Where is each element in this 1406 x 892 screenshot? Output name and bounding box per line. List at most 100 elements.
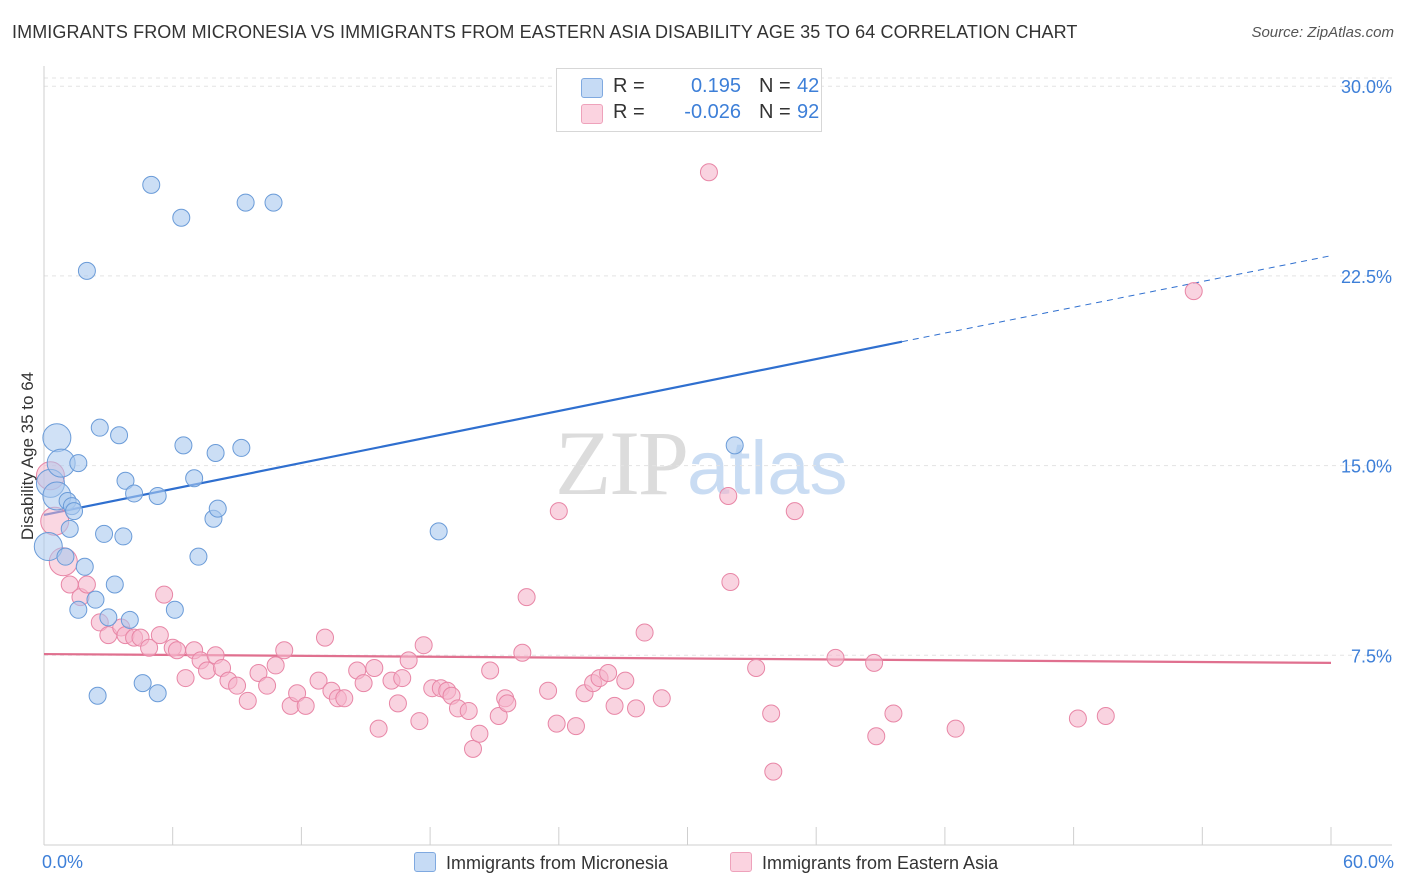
point-micronesia (110, 426, 129, 445)
point-micronesia (95, 524, 114, 543)
point-eastern-asia (393, 669, 412, 688)
point-eastern-asia (513, 643, 532, 662)
point-micronesia (236, 193, 255, 212)
bottom-legend-micronesia: Immigrants from Micronesia (414, 852, 668, 874)
point-micronesia (88, 686, 107, 705)
point-eastern-asia (549, 502, 568, 521)
legend-swatch-micronesia (581, 78, 603, 98)
point-eastern-asia (481, 661, 500, 680)
point-eastern-asia (747, 658, 766, 677)
point-eastern-asia (616, 671, 635, 690)
y-tick-label: 7.5% (1351, 646, 1392, 666)
gridlines (44, 77, 1392, 656)
point-micronesia (90, 418, 109, 437)
point-eastern-asia (762, 704, 781, 723)
point-micronesia (75, 557, 94, 576)
point-eastern-asia (699, 163, 718, 182)
point-eastern-asia (150, 626, 169, 645)
point-eastern-asia (296, 696, 315, 715)
watermark-atlas: atlas (687, 426, 848, 511)
point-micronesia (65, 502, 84, 521)
y-tick-label: 30.0% (1341, 77, 1392, 97)
point-eastern-asia (365, 658, 384, 677)
legend-r-label: R = (613, 101, 645, 123)
point-eastern-asia (140, 638, 159, 657)
point-eastern-asia (369, 719, 388, 738)
point-eastern-asia (719, 486, 738, 505)
bottom-legend-swatch-micronesia (414, 852, 436, 872)
point-eastern-asia (309, 671, 328, 690)
point-micronesia (86, 590, 105, 609)
point-eastern-asia (1068, 709, 1087, 728)
point-eastern-asia (826, 648, 845, 667)
point-eastern-asia (517, 588, 536, 607)
trend-line-eastern-asia (43, 652, 1332, 664)
x-tick-label-max: 60.0% (1342, 852, 1394, 872)
point-micronesia (99, 608, 118, 627)
point-eastern-asia (335, 689, 354, 708)
point-micronesia (42, 423, 72, 453)
bottom-legend-label-micronesia: Immigrants from Micronesia (446, 853, 669, 873)
point-eastern-asia (275, 641, 294, 660)
point-eastern-asia (489, 707, 508, 726)
point-micronesia (429, 522, 448, 541)
trend-lines (43, 255, 1332, 664)
data-points (33, 163, 1203, 781)
legend-swatch-eastern-asia (581, 104, 603, 124)
y-tick-label: 15.0% (1341, 457, 1392, 477)
point-micronesia (185, 469, 204, 488)
point-eastern-asia (627, 699, 646, 718)
point-micronesia (725, 436, 744, 455)
point-eastern-asia (498, 694, 517, 713)
point-eastern-asia (764, 762, 783, 781)
correlation-legend: R = 0.195 N = 42 R = -0.026 N = 92 (556, 68, 822, 132)
watermark-zip: ZIP (555, 412, 689, 514)
point-micronesia (206, 443, 225, 462)
point-eastern-asia (539, 681, 558, 700)
point-eastern-asia (288, 684, 307, 703)
point-eastern-asia (354, 674, 373, 693)
point-eastern-asia (721, 572, 740, 591)
point-eastern-asia (176, 669, 195, 688)
point-micronesia (174, 436, 193, 455)
bottom-legend-eastern-asia: Immigrants from Eastern Asia (730, 852, 998, 874)
point-eastern-asia (785, 502, 804, 521)
point-eastern-asia (652, 689, 671, 708)
point-eastern-asia (238, 691, 257, 710)
point-eastern-asia (315, 628, 334, 647)
point-eastern-asia (228, 676, 247, 695)
point-micronesia (232, 438, 251, 457)
point-micronesia (120, 610, 139, 629)
point-eastern-asia (258, 676, 277, 695)
point-micronesia (133, 674, 152, 693)
bottom-legend-swatch-eastern-asia (730, 852, 752, 872)
point-eastern-asia (198, 661, 217, 680)
legend-r-value: -0.026 (684, 101, 741, 123)
point-micronesia (116, 471, 135, 490)
point-eastern-asia (155, 585, 174, 604)
trend-line-micronesia-extension (901, 255, 1332, 343)
point-micronesia (114, 527, 133, 546)
axes (43, 66, 1392, 846)
point-eastern-asia (865, 653, 884, 672)
point-micronesia (69, 600, 88, 619)
point-micronesia (105, 575, 124, 594)
watermark: ZIPatlas (555, 410, 848, 516)
point-micronesia (208, 499, 227, 518)
point-micronesia (172, 208, 191, 227)
point-eastern-asia (946, 719, 965, 738)
point-eastern-asia (470, 724, 489, 743)
point-micronesia (77, 261, 96, 280)
point-eastern-asia (605, 696, 624, 715)
point-eastern-asia (635, 623, 654, 642)
legend-n-value: 92 (797, 101, 820, 123)
legend-n-value: 42 (797, 75, 820, 97)
point-eastern-asia (388, 694, 407, 713)
point-eastern-asia (410, 712, 429, 731)
point-eastern-asia (599, 664, 618, 683)
y-axis-label: Disability Age 35 to 64 (18, 371, 37, 541)
source-credit: Source: ZipAtlas.com (1251, 24, 1394, 41)
legend-r-label: R = (613, 75, 645, 97)
point-micronesia (125, 484, 144, 503)
point-eastern-asia (547, 714, 566, 733)
